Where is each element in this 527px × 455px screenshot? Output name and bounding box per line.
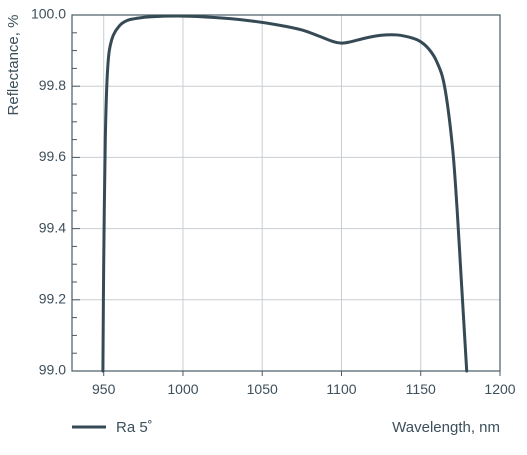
series-lines [101, 14, 469, 373]
tick-labels: 950 1000 1050 1100 1150 1200 99.0 99.2 99.4 99.6 9… [31, 6, 516, 397]
x-tick-label: 1150 [406, 381, 436, 397]
plot-frame [71, 14, 501, 372]
x-tick-label: 950 [92, 381, 116, 397]
y-tick-label: 99.6 [39, 148, 66, 164]
grid-lines [72, 15, 500, 371]
axis-ticks [72, 14, 501, 376]
series-line-ra5 [101, 14, 469, 373]
y-tick-label: 99.4 [39, 219, 66, 235]
x-tick-label: 1100 [326, 381, 356, 397]
y-tick-label: 99.8 [39, 77, 66, 93]
x-tick-label: 1200 [484, 381, 515, 397]
y-axis-label: Reflectance, % [5, 15, 22, 116]
x-tick-label: 1050 [247, 381, 278, 397]
y-tick-label: 99.0 [39, 362, 66, 378]
legend: Ra 5˚ [72, 419, 153, 436]
y-tick-label: 99.2 [39, 291, 66, 307]
y-tick-label: 100.0 [31, 6, 66, 22]
x-tick-label: 1000 [167, 381, 198, 397]
legend-label-ra5: Ra 5˚ [116, 419, 153, 436]
x-axis-label: Wavelength, nm [392, 419, 500, 436]
